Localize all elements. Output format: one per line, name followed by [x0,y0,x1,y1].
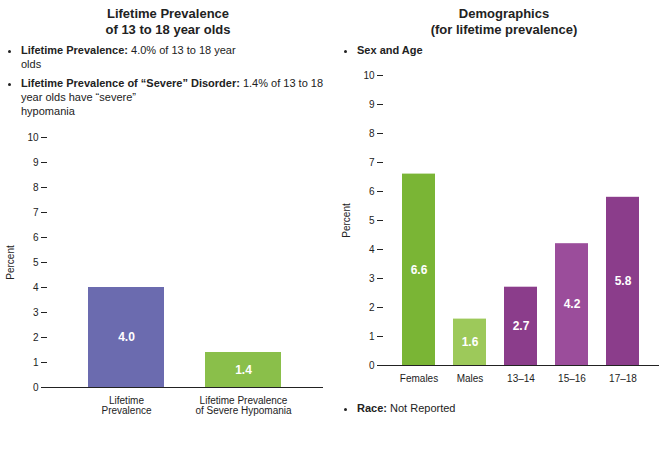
svg-text:1: 1 [33,356,39,367]
html-text:Lifetime Prevalence of “Severe: Lifetime Prevalence of “Severe” Disorder… [21,76,323,118]
svg-text:6: 6 [33,231,39,242]
html-text:Sex and Age: Sex and Age [357,44,423,57]
svg-text:8: 8 [369,128,375,139]
svg-text:Percent: Percent [341,204,352,239]
svg-text:0: 0 [33,381,39,392]
svg-text:Females: Females [400,373,438,384]
svg-text:Lifetime Prevalenceof Severe H: Lifetime Prevalenceof Severe Hypomania [195,394,292,415]
svg-text:1.4: 1.4 [235,363,252,377]
html-text:Lifetime Prevalence: 4.0% of 1: Lifetime Prevalence: 4.0% of 13 to 18 ye… [21,44,236,71]
svg-text:LifetimePrevalence: LifetimePrevalence [101,394,151,415]
svg-text:1.6: 1.6 [462,336,479,350]
svg-text:2: 2 [369,302,375,313]
svg-text:4: 4 [369,244,375,255]
svg-text:5.8: 5.8 [615,275,632,289]
svg-text:8: 8 [33,181,39,192]
svg-text:15–16: 15–16 [558,373,586,384]
svg-text:4.0: 4.0 [118,330,135,344]
svg-text:0: 0 [369,360,375,371]
svg-text:7: 7 [369,157,375,168]
svg-text:5: 5 [33,256,39,267]
svg-text:3: 3 [369,273,375,284]
svg-text:4.2: 4.2 [564,298,581,312]
svg-text:3: 3 [33,306,39,317]
svg-text:2.7: 2.7 [513,320,530,334]
svg-text:6.6: 6.6 [411,263,428,277]
svg-text:10: 10 [363,70,375,81]
svg-text:6: 6 [369,186,375,197]
svg-text:5: 5 [369,215,375,226]
svg-text:Males: Males [457,373,484,384]
svg-text:9: 9 [369,99,375,110]
svg-text:2: 2 [33,331,39,342]
svg-text:9: 9 [33,156,39,167]
svg-text:Percent: Percent [5,245,16,280]
svg-text:1: 1 [369,331,375,342]
html-text:Demographics (for lifetime pre: Demographics (for lifetime prevalence) [430,6,578,37]
svg-text:4: 4 [33,281,39,292]
svg-text:13–14: 13–14 [507,373,535,384]
html-text:Race: Not Reported: Race: Not Reported [357,402,456,415]
svg-text:17–18: 17–18 [609,373,637,384]
svg-text:7: 7 [33,206,39,217]
html-text:Lifetime Prevalence of 13 to 1: Lifetime Prevalence of 13 to 18 year old… [105,6,231,37]
svg-text:10: 10 [27,131,39,142]
